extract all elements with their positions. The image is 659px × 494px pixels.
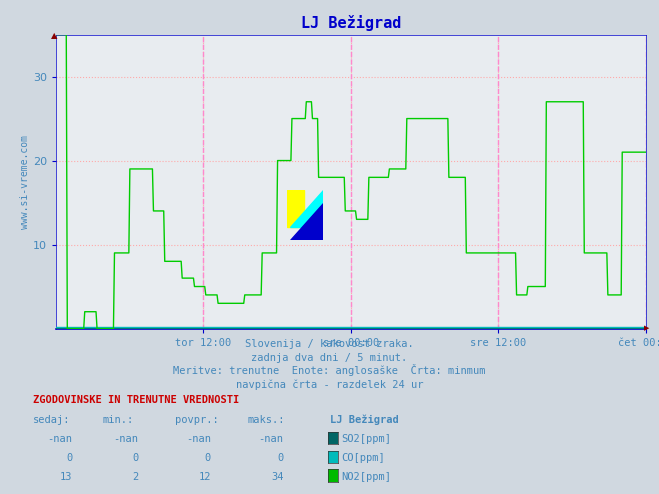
Text: 13: 13 <box>60 472 72 482</box>
Text: ZGODOVINSKE IN TRENUTNE VREDNOSTI: ZGODOVINSKE IN TRENUTNE VREDNOSTI <box>33 395 239 405</box>
Text: NO2[ppm]: NO2[ppm] <box>341 472 391 482</box>
Text: -nan: -nan <box>258 434 283 444</box>
Text: LJ Bežigrad: LJ Bežigrad <box>330 415 398 425</box>
Y-axis label: www.si-vreme.com: www.si-vreme.com <box>20 134 30 229</box>
Text: 12: 12 <box>198 472 211 482</box>
Text: 0: 0 <box>132 453 138 463</box>
Text: -nan: -nan <box>47 434 72 444</box>
Polygon shape <box>291 203 323 240</box>
Title: LJ Bežigrad: LJ Bežigrad <box>301 15 401 31</box>
Bar <box>287 190 304 227</box>
Text: -nan: -nan <box>113 434 138 444</box>
Text: SO2[ppm]: SO2[ppm] <box>341 434 391 444</box>
Text: 0: 0 <box>277 453 283 463</box>
Text: zadnja dva dni / 5 minut.: zadnja dva dni / 5 minut. <box>251 353 408 363</box>
Text: navpična črta - razdelek 24 ur: navpična črta - razdelek 24 ur <box>236 380 423 390</box>
Text: 34: 34 <box>271 472 283 482</box>
Text: 0: 0 <box>67 453 72 463</box>
Text: CO[ppm]: CO[ppm] <box>341 453 385 463</box>
Text: maks.:: maks.: <box>247 415 285 425</box>
Polygon shape <box>291 190 323 227</box>
Text: sedaj:: sedaj: <box>33 415 71 425</box>
Text: Meritve: trenutne  Enote: anglosaške  Črta: minmum: Meritve: trenutne Enote: anglosaške Črta… <box>173 365 486 376</box>
Text: 0: 0 <box>205 453 211 463</box>
Text: Slovenija / kakovost zraka.: Slovenija / kakovost zraka. <box>245 339 414 349</box>
Text: povpr.:: povpr.: <box>175 415 218 425</box>
Text: 2: 2 <box>132 472 138 482</box>
Text: ▶: ▶ <box>644 326 649 331</box>
Text: ▲: ▲ <box>51 31 57 40</box>
Text: -nan: -nan <box>186 434 211 444</box>
Text: min.:: min.: <box>102 415 133 425</box>
